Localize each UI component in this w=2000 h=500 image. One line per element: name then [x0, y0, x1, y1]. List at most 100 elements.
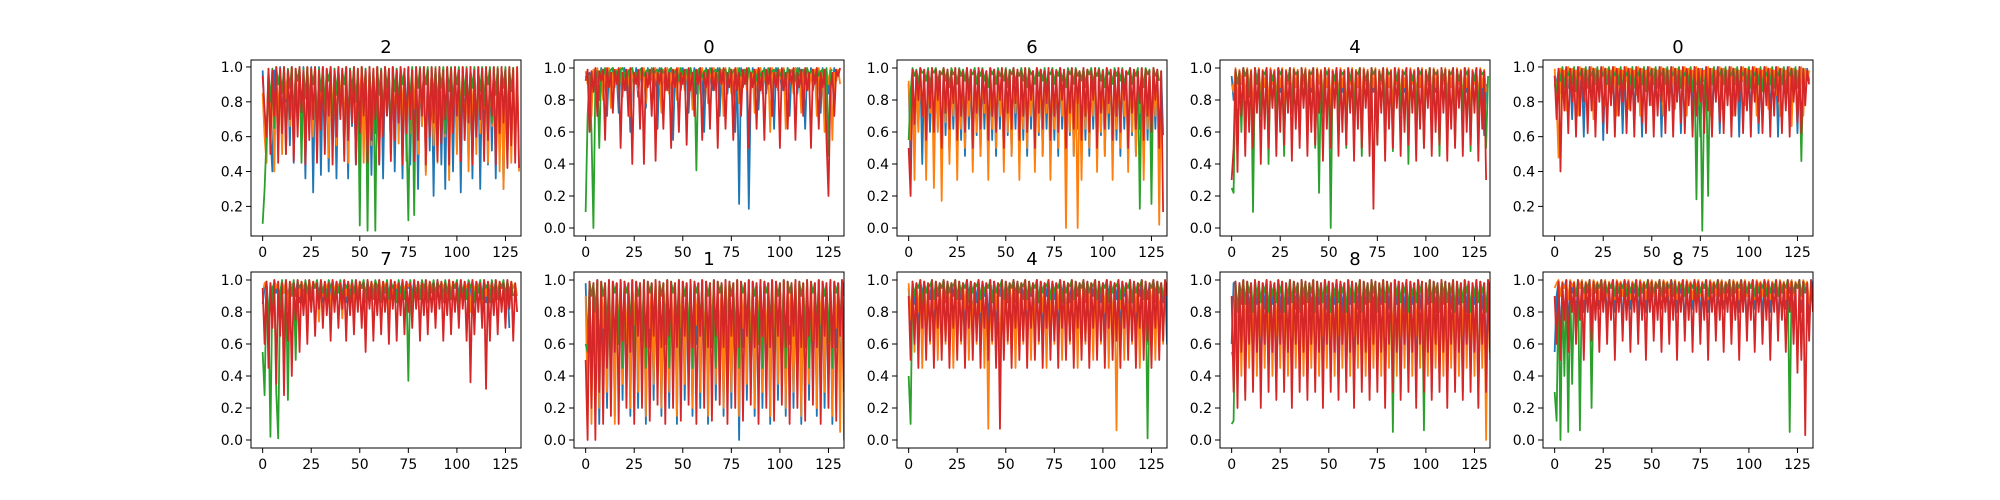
y-tick-label: 0.0	[221, 433, 243, 449]
x-tick-label: 125	[815, 457, 842, 473]
x-tick-label: 50	[351, 457, 369, 473]
subplot-title: 6	[1026, 37, 1037, 58]
axes-frame	[250, 271, 522, 449]
x-tick-label: 25	[1594, 457, 1612, 473]
x-tick-label: 125	[1461, 245, 1488, 261]
x-tick-label: 50	[674, 457, 692, 473]
x-tick-label: 75	[722, 457, 740, 473]
axes-frame	[573, 271, 845, 449]
subplot-3: 0 25 50 75 100 125 0.0 0.2 0.4 0.6 0.8 1.0 6	[867, 37, 1168, 261]
subplot-title: 8	[1349, 249, 1360, 270]
y-tick-label: 1.0	[544, 273, 566, 289]
x-tick-label: 100	[767, 245, 794, 261]
x-tick-label: 0	[581, 245, 590, 261]
y-tick-label: 0.6	[1513, 337, 1535, 353]
x-tick-label: 50	[674, 245, 692, 261]
series-group	[1230, 279, 1490, 441]
x-tick-label: 75	[1368, 245, 1386, 261]
x-tick-label: 100	[1413, 457, 1440, 473]
x-tick-label: 125	[1784, 245, 1811, 261]
series-group	[1553, 66, 1811, 232]
y-tick-label: 0.8	[1513, 305, 1535, 321]
series-group	[261, 66, 520, 232]
x-tick-label: 25	[625, 245, 643, 261]
y-tick-label: 1.0	[221, 273, 243, 289]
series-line-4	[584, 67, 841, 197]
x-tick-label: 25	[1271, 245, 1289, 261]
series-group	[261, 279, 519, 440]
series-line-4	[1553, 66, 1811, 173]
x-tick-label: 100	[1090, 457, 1117, 473]
series-line-4	[1230, 279, 1490, 409]
x-tick-label: 125	[492, 457, 519, 473]
series-line-4	[1230, 67, 1488, 210]
x-tick-label: 50	[1320, 457, 1338, 473]
y-tick-label: 0.8	[544, 93, 566, 109]
y-tick-label: 0.4	[1513, 369, 1535, 385]
series-group	[907, 279, 1167, 440]
x-tick-label: 100	[444, 245, 471, 261]
x-tick-label: 100	[444, 457, 471, 473]
x-tick-label: 100	[1413, 245, 1440, 261]
y-tick-label: 1.0	[867, 61, 889, 77]
series-line-4	[261, 66, 520, 169]
subplot-title: 1	[703, 249, 714, 270]
axes-frame	[896, 271, 1168, 449]
y-tick-label: 0.8	[544, 305, 566, 321]
axes-frame	[573, 59, 845, 237]
x-tick-label: 100	[767, 457, 794, 473]
y-tick-label: 0.0	[1513, 433, 1535, 449]
x-tick-label: 125	[1138, 245, 1165, 261]
x-tick-label: 0	[1227, 457, 1236, 473]
subplot-title: 4	[1349, 37, 1360, 58]
y-tick-label: 0.2	[1190, 401, 1212, 417]
y-tick-label: 0.6	[544, 337, 566, 353]
series-line-4	[261, 279, 519, 397]
subplot-title: 7	[380, 249, 391, 270]
subplot-4: 0 25 50 75 100 125 0.0 0.2 0.4 0.6 0.8 1.0 4	[1190, 37, 1491, 261]
y-tick-label: 0.4	[867, 157, 889, 173]
subplot-title: 8	[1672, 249, 1683, 270]
y-tick-label: 1.0	[867, 273, 889, 289]
y-tick-label: 0.4	[1190, 157, 1212, 173]
series-line-4	[1553, 279, 1813, 437]
y-tick-label: 0.8	[867, 93, 889, 109]
y-tick-label: 0.2	[221, 401, 243, 417]
x-tick-label: 125	[1138, 457, 1165, 473]
y-tick-label: 0.2	[1513, 199, 1535, 215]
y-tick-label: 0.8	[867, 305, 889, 321]
y-tick-label: 0.2	[1513, 401, 1535, 417]
subplot-8: 0 25 50 75 100 125 0.0 0.2 0.4 0.6 0.8 1.0 4	[867, 249, 1168, 473]
y-tick-label: 1.0	[544, 61, 566, 77]
x-tick-label: 75	[399, 245, 417, 261]
axes-frame	[1542, 59, 1814, 237]
y-tick-label: 0.4	[1190, 369, 1212, 385]
y-tick-label: 0.8	[221, 95, 243, 111]
x-tick-label: 75	[1368, 457, 1386, 473]
series-group	[584, 67, 842, 229]
y-tick-label: 0.6	[221, 130, 243, 146]
axes-frame	[896, 59, 1168, 237]
x-tick-label: 0	[1227, 245, 1236, 261]
x-tick-label: 25	[1594, 245, 1612, 261]
x-tick-label: 0	[258, 245, 267, 261]
y-tick-label: 0.6	[1190, 125, 1212, 141]
y-tick-label: 0.4	[544, 157, 566, 173]
x-tick-label: 50	[997, 245, 1015, 261]
x-tick-label: 75	[1045, 245, 1063, 261]
x-tick-label: 125	[815, 245, 842, 261]
x-tick-label: 50	[1643, 457, 1661, 473]
subplot-1: 0 25 50 75 100 125 0.2 0.4 0.6 0.8 1.0 2	[221, 37, 522, 261]
x-tick-label: 25	[625, 457, 643, 473]
y-tick-label: 0.2	[544, 189, 566, 205]
y-tick-label: 1.0	[1513, 60, 1535, 76]
x-tick-label: 50	[1320, 245, 1338, 261]
subplot-2: 0 25 50 75 100 125 0.0 0.2 0.4 0.6 0.8 1.0 0	[544, 37, 845, 261]
x-tick-label: 100	[1736, 245, 1763, 261]
y-tick-label: 0.0	[867, 433, 889, 449]
y-tick-label: 0.0	[544, 221, 566, 237]
series-line-4	[907, 279, 1167, 430]
x-tick-label: 75	[1691, 457, 1709, 473]
x-tick-label: 25	[948, 457, 966, 473]
axes-frame	[250, 59, 522, 237]
